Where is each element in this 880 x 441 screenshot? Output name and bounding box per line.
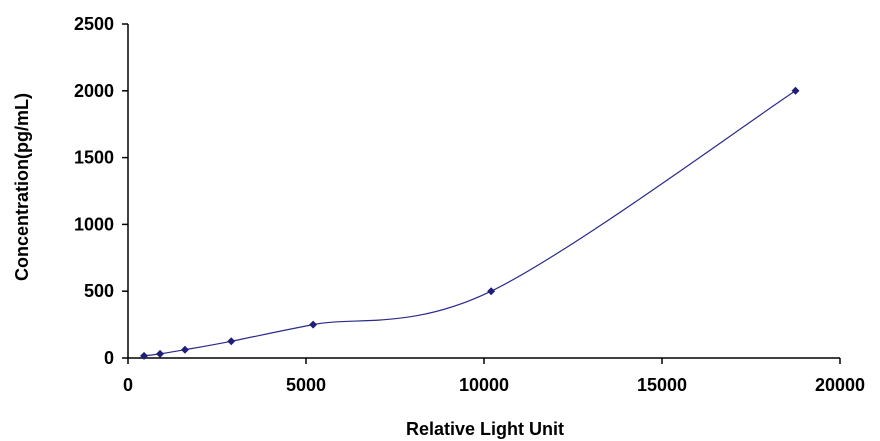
y-tick-label: 1000 [74,214,114,234]
data-point [140,351,149,360]
x-tick-label: 20000 [815,375,865,395]
x-tick-label: 5000 [286,375,326,395]
x-tick-label: 10000 [459,375,509,395]
plot-area [127,24,840,360]
x-axis-ticks: 0 5000 10000 15000 20000 [123,358,865,395]
y-tick-label: 500 [84,281,114,301]
data-point [227,337,236,346]
y-axis-title: Concentration(pg/mL) [12,93,32,281]
y-tick-label: 2000 [74,81,114,101]
data-point [156,349,165,358]
x-tick-label: 0 [123,375,133,395]
y-tick-label: 0 [104,348,114,368]
data-point [309,320,318,329]
x-axis-title: Relative Light Unit [406,419,564,439]
y-tick-label: 2500 [74,14,114,34]
y-tick-label: 1500 [74,148,114,168]
series-trend-line [143,90,796,357]
data-point [791,86,800,95]
data-point [487,287,496,296]
data-point [180,345,189,354]
y-axis-ticks: 0 500 1000 1500 2000 2500 [74,14,128,368]
x-tick-label: 15000 [637,375,687,395]
